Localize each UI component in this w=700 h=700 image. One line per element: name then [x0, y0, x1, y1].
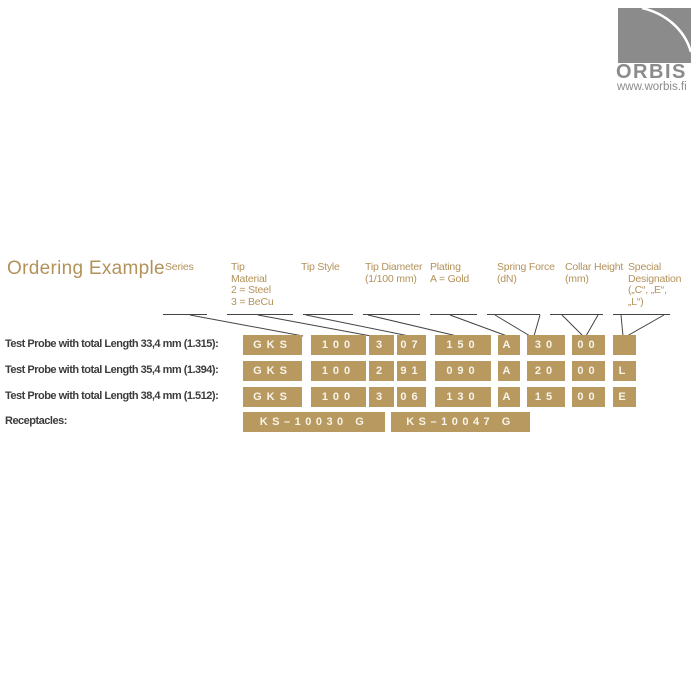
- column-header-tip-diameter: Tip Diameter (1/100 mm): [365, 261, 423, 285]
- header-line: („C“, „E“,: [628, 284, 667, 296]
- code-cell-plating: A: [498, 361, 520, 381]
- code-cell-spring-force: 30: [527, 335, 565, 355]
- page-title: Ordering Example: [7, 258, 165, 279]
- code-cell-special: E: [613, 387, 636, 407]
- code-cell-collar-height: 00: [572, 361, 605, 381]
- code-cell-tip-diameter: 150: [435, 335, 491, 355]
- code-cell-series: GKS: [243, 335, 302, 355]
- logo-arc-icon: [641, 6, 693, 53]
- header-line: A = Gold: [430, 272, 469, 285]
- column-header-special-designation: Special Designation („C“, „E“, „L“): [628, 261, 682, 308]
- column-header-spring-force: Spring Force (dN): [497, 261, 555, 285]
- code-cell-special: [613, 335, 636, 355]
- header-line: Special: [628, 261, 662, 273]
- header-line: Spring Force: [497, 261, 555, 273]
- code-cell-tip-style: 91: [397, 361, 426, 381]
- code-cell-tip-style: 06: [397, 387, 426, 407]
- code-cell-tip-style: 07: [397, 335, 426, 355]
- code-cell-tip-diameter: 130: [435, 387, 491, 407]
- code-cell-series-number: 100: [311, 387, 366, 407]
- logo-brand-text: ORBIS: [616, 61, 687, 83]
- row-label: Test Probe with total Length 38,4 mm (1.…: [5, 390, 219, 402]
- header-line: Material: [231, 272, 267, 285]
- column-header-series: Series: [165, 261, 194, 274]
- code-cell-tip-diameter: 090: [435, 361, 491, 381]
- header-line: Tip Diameter: [365, 261, 423, 273]
- header-line: Plating: [430, 261, 461, 273]
- header-line: Tip Style: [301, 261, 340, 273]
- code-cell-collar-height: 00: [572, 335, 605, 355]
- code-cell-receptacle-2: KS–10047 G: [391, 412, 530, 432]
- column-header-tip-material: Tip Material 2 = Steel 3 = BeCu: [231, 261, 274, 308]
- header-line: Tip: [231, 261, 245, 273]
- code-cell-series: GKS: [243, 387, 302, 407]
- code-cell-series-number: 100: [311, 335, 366, 355]
- code-cell-series-number: 100: [311, 361, 366, 381]
- header-line: „L“): [628, 295, 644, 308]
- code-cell-spring-force: 15: [527, 387, 565, 407]
- header-line: (dN): [497, 272, 517, 285]
- header-line: (mm): [565, 272, 589, 285]
- header-line: 3 = BeCu: [231, 295, 274, 308]
- header-line: 2 = Steel: [231, 284, 271, 296]
- column-header-collar-height: Collar Height (mm): [565, 261, 624, 285]
- row-label: Test Probe with total Length 33,4 mm (1.…: [5, 338, 219, 350]
- column-header-plating: Plating A = Gold: [430, 261, 469, 285]
- code-cell-receptacle-1: KS–10030 G: [243, 412, 385, 432]
- code-cell-plating: A: [498, 387, 520, 407]
- header-line: Series: [165, 261, 194, 273]
- code-cell-tip-material: 2: [369, 361, 394, 381]
- code-cell-tip-material: 3: [369, 387, 394, 407]
- row-label: Test Probe with total Length 35,4 mm (1.…: [5, 364, 219, 376]
- logo-website-text: www.worbis.fi: [617, 81, 687, 93]
- code-cell-spring-force: 20: [527, 361, 565, 381]
- header-connector-lines: [163, 314, 670, 337]
- header-line: (1/100 mm): [365, 272, 417, 285]
- code-cell-collar-height: 00: [572, 387, 605, 407]
- code-cell-tip-material: 3: [369, 335, 394, 355]
- header-line: Designation: [628, 272, 682, 285]
- header-line: Collar Height: [565, 261, 624, 273]
- code-cell-plating: A: [498, 335, 520, 355]
- code-cell-series: GKS: [243, 361, 302, 381]
- code-cell-special: L: [613, 361, 636, 381]
- orbis-logo-mark: [618, 6, 693, 63]
- column-header-tip-style: Tip Style: [301, 261, 340, 274]
- row-label-receptacles: Receptacles:: [5, 415, 67, 427]
